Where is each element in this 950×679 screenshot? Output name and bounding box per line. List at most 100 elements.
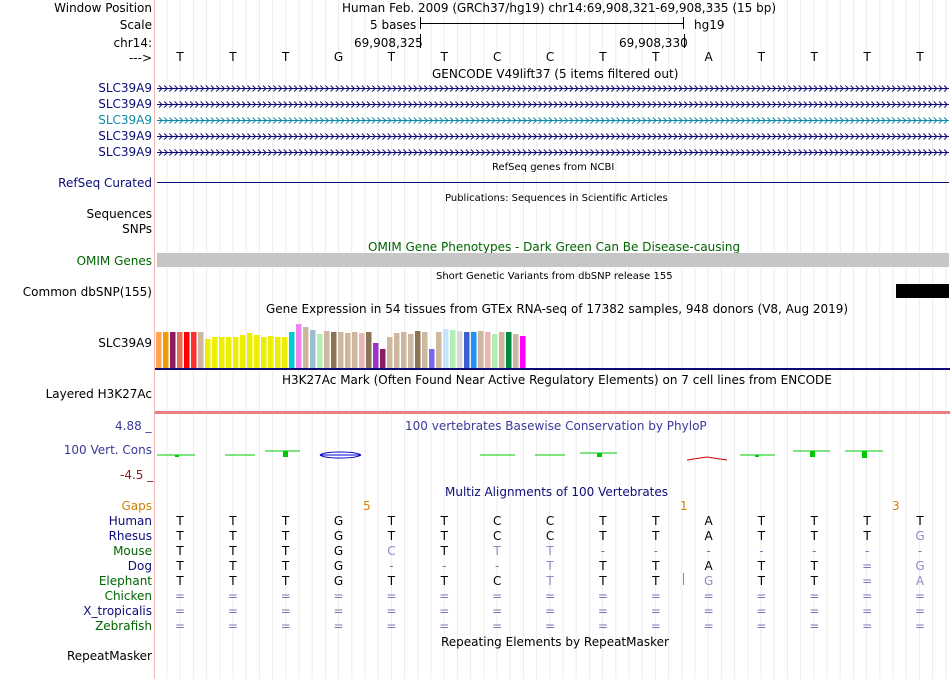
refseq-gene-line[interactable] (157, 182, 949, 183)
gaps-label[interactable]: Gaps (121, 499, 152, 513)
alignment-base: = (544, 604, 556, 618)
gtex-tissue-bar (184, 332, 190, 368)
gencode-transcript-feature[interactable] (157, 132, 949, 141)
gtex-tissue-bar (422, 332, 428, 368)
alignment-base: T (440, 514, 448, 528)
snps-track-label[interactable]: SNPs (122, 222, 152, 236)
species-label[interactable]: X_tropicalis (83, 604, 152, 618)
alignment-base: - (706, 544, 711, 558)
gencode-transcript-feature[interactable] (157, 116, 949, 125)
coord-tick-1 (420, 34, 421, 48)
refseq-track-label[interactable]: RefSeq Curated (58, 176, 152, 190)
gtex-tissue-bar (408, 334, 414, 368)
gtex-tissue-bar (345, 333, 351, 368)
gtex-tissue-bar (513, 334, 519, 368)
sequences-track-label[interactable]: Sequences (86, 207, 152, 221)
alignment-base: T (387, 514, 396, 528)
phylop-signal[interactable] (155, 440, 950, 468)
gtex-tissue-bar (401, 332, 407, 368)
alignment-base: = (544, 589, 556, 603)
alignment-base: = (650, 604, 661, 618)
scale-label[interactable]: Scale (119, 18, 152, 32)
alignment-base: T (176, 574, 184, 588)
gtex-baseline (155, 368, 950, 370)
species-label[interactable]: Elephant (98, 574, 152, 588)
strand-label[interactable]: ---> (128, 51, 152, 65)
h3k27ac-track-label[interactable]: Layered H3K27Ac (45, 387, 152, 401)
species-label[interactable]: Zebrafish (95, 619, 152, 633)
species-label[interactable]: Rhesus (108, 529, 152, 543)
gencode-transcript-label[interactable]: SLC39A9 (98, 97, 152, 111)
gencode-transcript-label[interactable]: SLC39A9 (98, 81, 152, 95)
alignment-base: = (439, 604, 450, 618)
gtex-track-label[interactable]: SLC39A9 (98, 336, 152, 350)
species-label[interactable]: Human (108, 514, 152, 528)
alignment-base: = (756, 589, 767, 603)
gtex-tissue-bar (464, 332, 470, 368)
alignment-base: T (863, 529, 871, 543)
gtex-tissue-bar (177, 332, 183, 368)
omim-track-label[interactable]: OMIM Genes (76, 254, 152, 268)
alignment-base: T (599, 514, 607, 528)
gtex-bar-chart[interactable] (155, 316, 950, 370)
species-label[interactable]: Dog (127, 559, 152, 573)
window-position-label[interactable]: Window Position (54, 1, 152, 15)
gtex-tissue-bar (338, 332, 344, 368)
sequence-base: T (599, 50, 607, 64)
omim-track-title: OMIM Gene Phenotypes - Dark Green Can Be… (368, 240, 741, 254)
gencode-transcript-label[interactable]: SLC39A9 (98, 145, 152, 159)
gtex-tissue-bar (415, 331, 421, 368)
omim-gene-bar[interactable] (157, 253, 949, 267)
alignment-base: T (176, 559, 184, 573)
gencode-transcript-label[interactable]: SLC39A9 (98, 113, 152, 127)
alignment-base: T (282, 514, 290, 528)
gencode-transcript-feature[interactable] (157, 84, 949, 93)
alignment-base: T (810, 529, 818, 543)
gtex-tissue-bar (233, 337, 239, 368)
alignment-base: = (650, 589, 661, 603)
insertion-marker (683, 573, 684, 585)
species-label[interactable]: Mouse (113, 544, 152, 558)
species-label[interactable]: Chicken (104, 589, 152, 603)
gtex-tissue-bar (212, 337, 218, 368)
alignment-base: A (704, 559, 713, 573)
alignment-base: T (440, 574, 448, 588)
alignment-base: T (916, 514, 924, 528)
alignment-base: = (597, 589, 608, 603)
repeatmasker-track-title: Repeating Elements by RepeatMasker (441, 635, 669, 649)
repeatmasker-track-label[interactable]: RepeatMasker (66, 649, 152, 663)
alignment-base: G (333, 574, 344, 588)
alignment-base: A (704, 529, 713, 543)
chrom-label[interactable]: chr14: (113, 36, 152, 50)
alignment-base: T (387, 529, 396, 543)
alignment-base: T (440, 544, 448, 558)
snp-feature[interactable] (896, 284, 949, 298)
sequence-base: G (333, 50, 344, 64)
alignment-base: - (812, 544, 817, 558)
alignment-base: C (545, 529, 555, 543)
gtex-tissue-bar (170, 332, 176, 368)
gtex-tissue-bar (282, 337, 288, 368)
phylop-track-title: 100 vertebrates Basewise Conservation by… (405, 419, 707, 433)
alignment-base: = (280, 619, 291, 633)
alignment-base: = (333, 604, 344, 618)
gtex-tissue-bar (310, 330, 316, 368)
gencode-transcript-label[interactable]: SLC39A9 (98, 129, 152, 143)
coord-label-2: 69,908,330 (619, 36, 688, 50)
dbsnp-track-label[interactable]: Common dbSNP(155) (22, 285, 152, 299)
assembly-position-title: Human Feb. 2009 (GRCh37/hg19) chr14:69,9… (342, 1, 777, 15)
dbsnp-track-title: Short Genetic Variants from dbSNP releas… (436, 271, 673, 282)
gtex-tissue-bar (450, 330, 456, 368)
gtex-tissue-bar (247, 333, 253, 368)
alignment-base: = (915, 604, 926, 618)
alignment-base: = (597, 604, 608, 618)
gtex-tissue-bar (156, 332, 162, 368)
gencode-transcript-feature[interactable] (157, 148, 949, 157)
alignment-base: C (492, 574, 502, 588)
alignment-base: T (599, 559, 607, 573)
gencode-transcript-feature[interactable] (157, 100, 949, 109)
gtex-tissue-bar (303, 327, 309, 368)
phylop-track-label[interactable]: 100 Vert. Cons (63, 443, 152, 457)
gtex-tissue-bar (289, 332, 295, 368)
